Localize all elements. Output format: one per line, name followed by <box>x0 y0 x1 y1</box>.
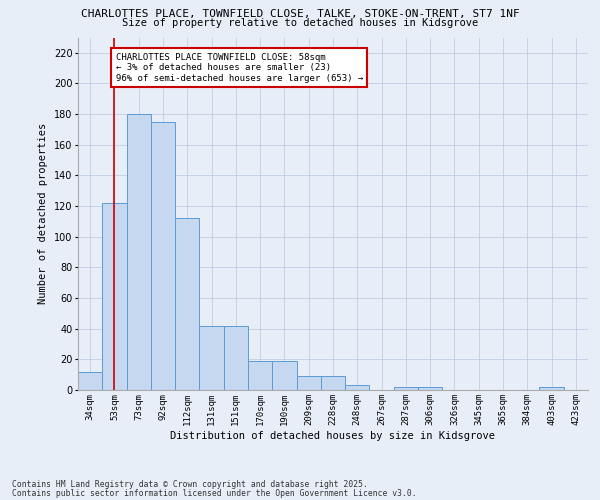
Bar <box>248 361 272 390</box>
Bar <box>199 326 224 390</box>
X-axis label: Distribution of detached houses by size in Kidsgrove: Distribution of detached houses by size … <box>170 430 496 440</box>
Bar <box>151 122 175 390</box>
Bar <box>321 376 345 390</box>
Text: CHARLOTTES PLACE TOWNFIELD CLOSE: 58sqm
← 3% of detached houses are smaller (23): CHARLOTTES PLACE TOWNFIELD CLOSE: 58sqm … <box>116 53 363 82</box>
Text: Size of property relative to detached houses in Kidsgrove: Size of property relative to detached ho… <box>122 18 478 28</box>
Bar <box>418 387 442 390</box>
Text: CHARLOTTES PLACE, TOWNFIELD CLOSE, TALKE, STOKE-ON-TRENT, ST7 1NF: CHARLOTTES PLACE, TOWNFIELD CLOSE, TALKE… <box>80 9 520 19</box>
Bar <box>296 376 321 390</box>
Bar <box>175 218 199 390</box>
Bar <box>394 387 418 390</box>
Bar <box>127 114 151 390</box>
Bar <box>102 203 127 390</box>
Bar <box>345 386 370 390</box>
Text: Contains HM Land Registry data © Crown copyright and database right 2025.: Contains HM Land Registry data © Crown c… <box>12 480 368 489</box>
Bar <box>224 326 248 390</box>
Bar <box>272 361 296 390</box>
Bar <box>78 372 102 390</box>
Text: Contains public sector information licensed under the Open Government Licence v3: Contains public sector information licen… <box>12 488 416 498</box>
Bar <box>539 387 564 390</box>
Y-axis label: Number of detached properties: Number of detached properties <box>38 123 48 304</box>
